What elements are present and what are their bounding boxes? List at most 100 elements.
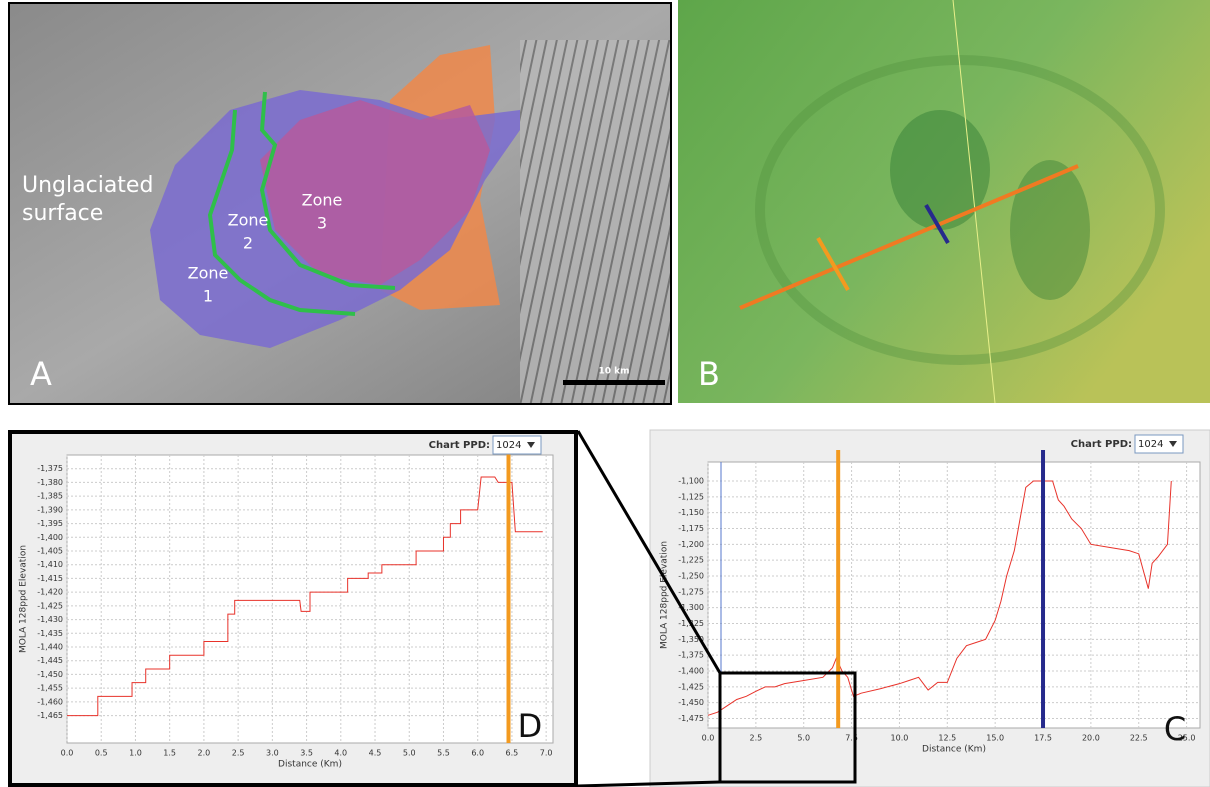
zone-label: Zone bbox=[228, 211, 269, 230]
y-tick-label: -1,425 bbox=[678, 682, 704, 691]
x-tick-label: 2.0 bbox=[198, 749, 211, 758]
track-line bbox=[952, 0, 996, 404]
y-tick-label: -1,100 bbox=[678, 477, 704, 486]
y-tick-label: -1,450 bbox=[678, 698, 704, 707]
cliff-texture bbox=[520, 40, 672, 405]
profile-marker bbox=[816, 237, 850, 291]
dropdown[interactable] bbox=[492, 435, 542, 455]
y-tick-label: -1,375 bbox=[37, 464, 63, 473]
region-label: Unglaciated bbox=[22, 173, 153, 198]
x-tick-label: 15.0 bbox=[986, 734, 1004, 743]
y-tick-label: -1,390 bbox=[37, 505, 63, 514]
terrain-shadow bbox=[1010, 160, 1090, 300]
image-background bbox=[678, 0, 1210, 403]
zone-label: Zone bbox=[188, 264, 229, 283]
y-tick-label: -1,400 bbox=[37, 533, 63, 542]
plot-area bbox=[707, 461, 1201, 729]
y-tick-label: -1,350 bbox=[678, 635, 704, 644]
x-tick-label: 12.5 bbox=[938, 734, 956, 743]
panel-letter: B bbox=[698, 355, 720, 393]
x-tick-label: 3.5 bbox=[300, 749, 313, 758]
x-tick-label: 20.0 bbox=[1082, 734, 1100, 743]
x-tick-label: 7.5 bbox=[845, 734, 858, 743]
y-tick-label: -1,275 bbox=[678, 587, 704, 596]
control-label: Chart PPD: bbox=[1071, 439, 1132, 450]
x-tick-label: 5.0 bbox=[797, 734, 810, 743]
control-label: Chart PPD: bbox=[429, 440, 490, 451]
panel-frame bbox=[8, 430, 578, 787]
dropdown-value: 1024 bbox=[1138, 439, 1163, 450]
y-tick-label: -1,385 bbox=[37, 492, 63, 501]
terrain-ring bbox=[755, 55, 1165, 365]
x-tick-label: 22.5 bbox=[1130, 734, 1148, 743]
zoom-box bbox=[718, 671, 857, 784]
zone-boundary bbox=[259, 91, 396, 290]
x-tick-label: 4.0 bbox=[334, 749, 347, 758]
region-label: surface bbox=[22, 201, 103, 226]
zone-label: 1 bbox=[203, 287, 213, 306]
y-tick-label: -1,435 bbox=[37, 629, 63, 638]
y-axis-label: MOLA 128ppd Elevation bbox=[660, 541, 670, 649]
profile-line bbox=[739, 164, 1079, 310]
y-tick-label: -1,460 bbox=[37, 697, 63, 706]
terrain-shadow bbox=[890, 110, 990, 230]
x-tick-label: 0.0 bbox=[702, 734, 715, 743]
x-tick-label: 5.0 bbox=[403, 749, 416, 758]
x-tick-label: 4.5 bbox=[369, 749, 382, 758]
y-tick-label: -1,300 bbox=[678, 603, 704, 612]
y-tick-label: -1,395 bbox=[37, 519, 63, 528]
x-axis-label: Distance (Km) bbox=[922, 745, 986, 755]
dropdown-arrow bbox=[1169, 441, 1177, 447]
zoom-connector bbox=[577, 780, 721, 787]
y-tick-label: -1,225 bbox=[678, 556, 704, 565]
panel-a: Unglaciated surface Zone 1 Zone 2 Zone 3… bbox=[8, 2, 672, 405]
profile-marker bbox=[924, 203, 950, 245]
x-tick-label: 0.0 bbox=[61, 749, 74, 758]
panel-frame bbox=[8, 2, 672, 405]
y-tick-label: -1,405 bbox=[37, 547, 63, 556]
y-axis-label: MOLA 128ppd Elevation bbox=[19, 545, 29, 653]
y-tick-label: -1,455 bbox=[37, 684, 63, 693]
zoom-connector bbox=[576, 430, 722, 674]
y-tick-label: -1,175 bbox=[678, 524, 704, 533]
y-tick-label: -1,400 bbox=[678, 667, 704, 676]
x-tick-label: 10.0 bbox=[891, 734, 909, 743]
x-tick-label: 2.5 bbox=[232, 749, 245, 758]
y-tick-label: -1,475 bbox=[678, 714, 704, 723]
zone-3-region bbox=[260, 100, 490, 285]
y-tick-label: -1,465 bbox=[37, 711, 63, 720]
y-tick-label: -1,125 bbox=[678, 492, 704, 501]
panel-letter: D bbox=[518, 707, 543, 745]
x-tick-label: 6.0 bbox=[471, 749, 484, 758]
dropdown[interactable] bbox=[1134, 434, 1184, 454]
zone-label: Zone bbox=[302, 191, 343, 210]
charts: -1,375 -1,380 -1,385 -1,390 -1,395 -1,400 -1,4… bbox=[19, 434, 1201, 770]
y-tick-label: -1,410 bbox=[37, 560, 63, 569]
panel-b: B bbox=[678, 0, 1210, 404]
zone-boundary bbox=[207, 109, 356, 316]
dropdown-arrow bbox=[527, 442, 535, 448]
y-tick-label: -1,200 bbox=[678, 540, 704, 549]
y-tick-label: -1,420 bbox=[37, 588, 63, 597]
y-tick-label: -1,450 bbox=[37, 670, 63, 679]
panel-letter: C bbox=[1164, 710, 1186, 748]
panel-letter: A bbox=[30, 355, 52, 393]
x-tick-label: 25.0 bbox=[1178, 734, 1196, 743]
dropdown-value: 1024 bbox=[496, 440, 521, 451]
x-tick-label: 3.0 bbox=[266, 749, 279, 758]
y-tick-label: -1,415 bbox=[37, 574, 63, 583]
data-line bbox=[67, 476, 543, 717]
x-tick-label: 1.0 bbox=[129, 749, 142, 758]
y-tick-label: -1,425 bbox=[37, 601, 63, 610]
scale-bar bbox=[563, 380, 665, 385]
x-tick-label: 1.5 bbox=[163, 749, 176, 758]
zone-label: 2 bbox=[243, 234, 253, 253]
data-line bbox=[707, 480, 1172, 716]
x-tick-label: 2.5 bbox=[749, 734, 762, 743]
x-axis-label: Distance (Km) bbox=[278, 760, 342, 770]
y-tick-label: -1,375 bbox=[678, 651, 704, 660]
x-tick-label: 5.5 bbox=[437, 749, 450, 758]
x-tick-label: 6.5 bbox=[506, 749, 519, 758]
y-tick-label: -1,150 bbox=[678, 508, 704, 517]
